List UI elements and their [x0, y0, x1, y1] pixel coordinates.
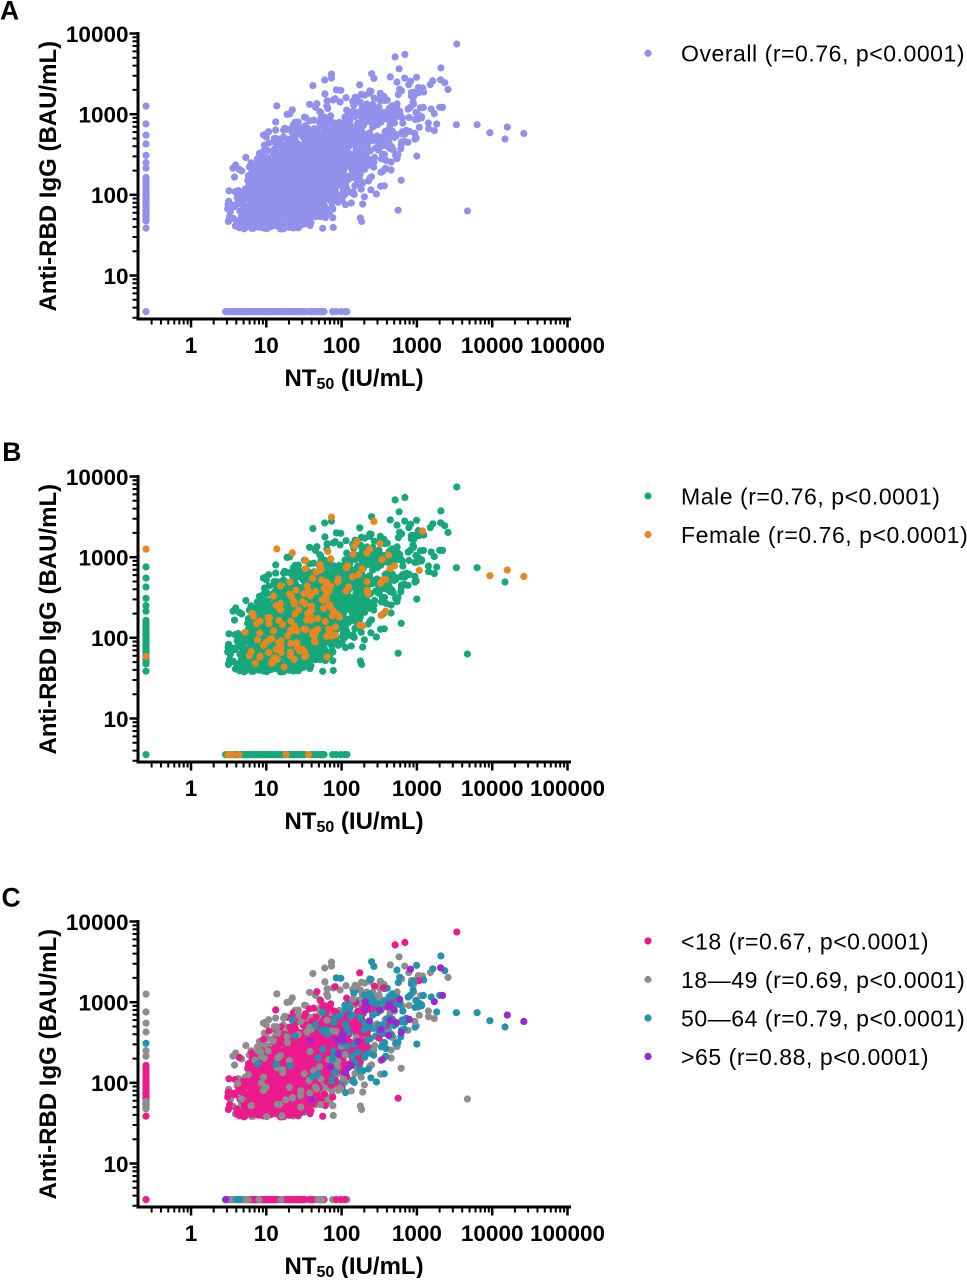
svg-text:B: B	[2, 437, 21, 467]
svg-text:10: 10	[254, 333, 279, 358]
svg-text:A: A	[0, 0, 19, 25]
svg-text:1: 1	[185, 1221, 198, 1246]
svg-text:Anti-RBD IgG (BAU/mL): Anti-RBD IgG (BAU/mL)	[35, 484, 62, 755]
svg-text:C: C	[2, 883, 21, 913]
svg-text:100: 100	[323, 1221, 361, 1246]
svg-text:100000: 100000	[530, 333, 605, 358]
svg-text:1000: 1000	[78, 103, 128, 128]
svg-text:10: 10	[103, 264, 128, 289]
svg-text:Anti-RBD IgG (BAU/mL): Anti-RBD IgG (BAU/mL)	[35, 41, 62, 312]
svg-text:Overall (r=0.76, p<0.0001): Overall (r=0.76, p<0.0001)	[681, 41, 965, 67]
svg-text:>65 (r=0.88, p<0.0001): >65 (r=0.88, p<0.0001)	[681, 1044, 929, 1070]
svg-text:Male (r=0.76, p<0.0001): Male (r=0.76, p<0.0001)	[681, 483, 940, 509]
svg-text:10: 10	[254, 1221, 279, 1246]
svg-text:18—49 (r=0.69, p<0.0001): 18—49 (r=0.69, p<0.0001)	[681, 967, 965, 993]
svg-text:Anti-RBD IgG (BAU/mL): Anti-RBD IgG (BAU/mL)	[35, 929, 62, 1200]
svg-text:1: 1	[185, 776, 198, 801]
svg-text:10000: 10000	[66, 910, 129, 935]
svg-text:100: 100	[91, 183, 129, 208]
svg-text:100000: 100000	[530, 1221, 605, 1246]
svg-text:10: 10	[254, 776, 279, 801]
svg-text:<18 (r=0.67, p<0.0001): <18 (r=0.67, p<0.0001)	[681, 928, 929, 954]
svg-text:100: 100	[323, 776, 361, 801]
svg-text:10: 10	[103, 707, 128, 732]
svg-text:100: 100	[91, 1071, 129, 1096]
svg-text:NT50 (IU/mL): NT50 (IU/mL)	[284, 365, 423, 393]
svg-text:1000: 1000	[78, 991, 128, 1016]
svg-text:100000: 100000	[530, 776, 605, 801]
svg-text:1000: 1000	[392, 1221, 442, 1246]
svg-text:Female (r=0.76, p<0.0001): Female (r=0.76, p<0.0001)	[681, 522, 967, 548]
svg-text:100: 100	[91, 626, 129, 651]
svg-text:1: 1	[185, 333, 198, 358]
svg-text:10000: 10000	[66, 465, 129, 490]
svg-text:10: 10	[103, 1152, 128, 1177]
svg-text:10000: 10000	[461, 1221, 524, 1246]
svg-text:1000: 1000	[392, 776, 442, 801]
svg-text:100: 100	[323, 333, 361, 358]
svg-text:10000: 10000	[461, 776, 524, 801]
svg-text:10000: 10000	[66, 22, 129, 47]
svg-text:NT50 (IU/mL): NT50 (IU/mL)	[284, 808, 423, 836]
svg-text:1000: 1000	[78, 546, 128, 571]
svg-text:NT50 (IU/mL): NT50 (IU/mL)	[284, 1253, 423, 1278]
svg-text:10000: 10000	[461, 333, 524, 358]
svg-text:50—64 (r=0.79, p<0.0001): 50—64 (r=0.79, p<0.0001)	[681, 1005, 965, 1031]
svg-text:1000: 1000	[392, 333, 442, 358]
